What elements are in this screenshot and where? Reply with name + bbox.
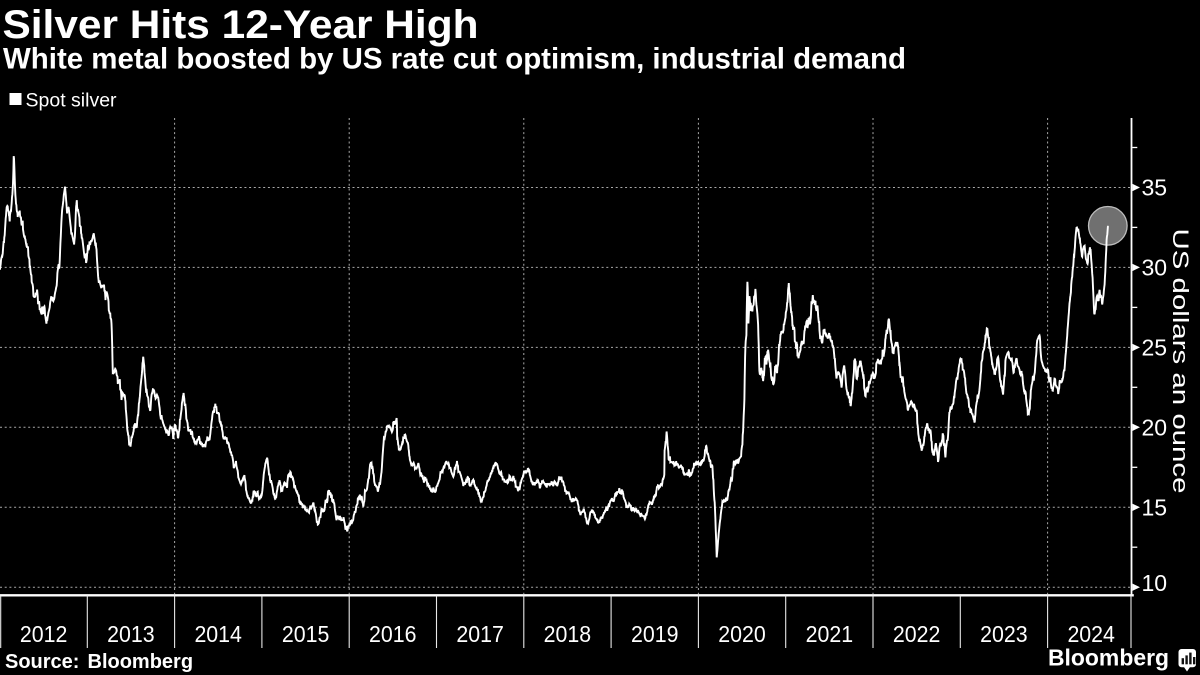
svg-text:Spot silver: Spot silver [26, 90, 118, 112]
svg-text:2017: 2017 [456, 621, 504, 647]
svg-text:Silver Hits 12-Year High: Silver Hits 12-Year High [3, 3, 479, 47]
svg-text:2022: 2022 [893, 621, 941, 647]
svg-text:Bloomberg: Bloomberg [1048, 645, 1169, 671]
svg-text:White metal boosted by US rate: White metal boosted by US rate cut optim… [3, 43, 906, 76]
svg-text:2019: 2019 [631, 621, 679, 647]
svg-text:2023: 2023 [980, 621, 1028, 647]
svg-text:2014: 2014 [194, 621, 242, 647]
svg-text:10: 10 [1142, 570, 1168, 596]
svg-text:2012: 2012 [20, 621, 68, 647]
svg-text:2021: 2021 [806, 621, 854, 647]
svg-text:US dollars an ounce: US dollars an ounce [1168, 229, 1193, 494]
svg-text:2018: 2018 [544, 621, 592, 647]
svg-text:2020: 2020 [718, 621, 766, 647]
svg-text:2015: 2015 [282, 621, 330, 647]
svg-text:15: 15 [1142, 494, 1168, 520]
svg-text:30: 30 [1142, 254, 1168, 280]
svg-text:2024: 2024 [1067, 621, 1115, 647]
svg-text:Source: Bloomberg: Source: Bloomberg [5, 651, 193, 673]
svg-text:35: 35 [1142, 175, 1168, 201]
svg-text:2016: 2016 [369, 621, 417, 647]
svg-text:2013: 2013 [107, 621, 155, 647]
svg-text:25: 25 [1142, 334, 1168, 360]
svg-text:20: 20 [1142, 414, 1168, 440]
